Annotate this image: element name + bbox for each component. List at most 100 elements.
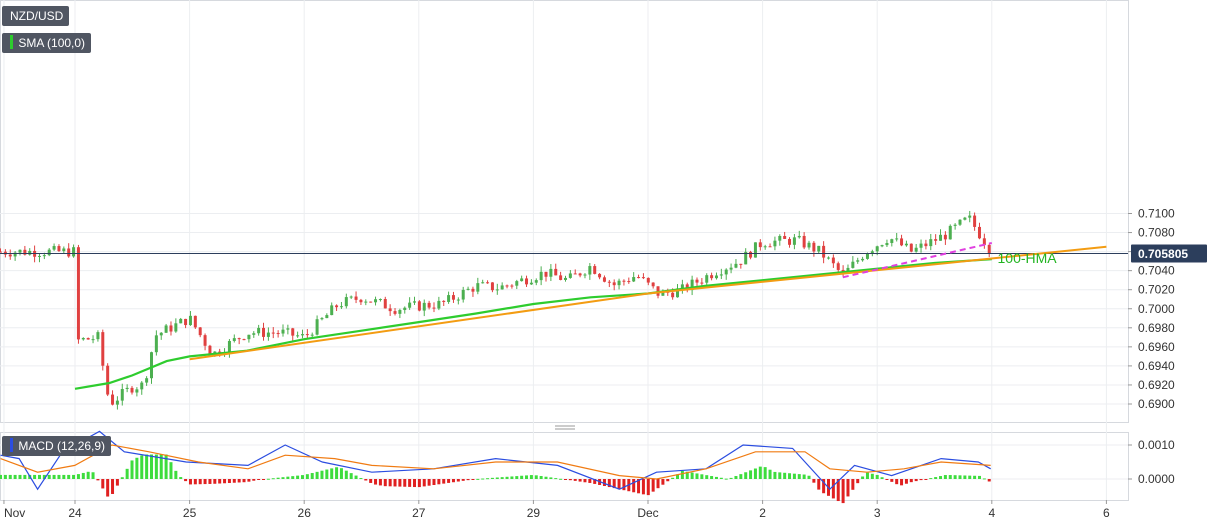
candle-up: [914, 247, 918, 252]
macd-hist-bar-down: [895, 479, 899, 485]
candle-down: [184, 318, 188, 326]
candle-down: [671, 292, 675, 298]
macd-hist-bar-down: [432, 479, 436, 485]
candle-up: [690, 279, 694, 291]
macd-hist-bar-down: [442, 479, 446, 484]
macd-hist-bar-up: [135, 457, 139, 479]
macd-hist-bar-up: [354, 475, 358, 479]
macd-hist-bar-up: [861, 476, 865, 479]
macd-hist-bar-up: [973, 475, 977, 479]
macd-legend[interactable]: MACD (12,26,9): [2, 436, 112, 456]
macd-hist-bar-down: [203, 479, 207, 485]
macd-hist-bar-down: [617, 479, 621, 490]
candle-down: [111, 394, 115, 405]
macd-hist-bar-up: [500, 477, 504, 479]
macd-hist-bar-up: [481, 478, 485, 480]
candle-up: [539, 271, 543, 281]
macd-hist-bar-down: [398, 479, 402, 487]
candle-down: [656, 286, 660, 296]
sma-legend[interactable]: SMA (100,0): [2, 33, 92, 53]
candle-up: [179, 318, 183, 324]
candle-down: [305, 334, 309, 336]
price-tick-label: 0.6920: [1138, 378, 1175, 392]
candle-down: [505, 285, 509, 287]
macd-hist-bar-up: [676, 474, 680, 479]
candle-up: [456, 299, 460, 301]
macd-hist-bar-down: [403, 479, 407, 487]
candle-up: [266, 332, 270, 337]
candle-up: [890, 239, 894, 244]
macd-hist-bar-down: [413, 479, 417, 488]
candle-up: [529, 282, 533, 285]
time-tick-label: Dec: [637, 506, 658, 520]
time-tick-label: 27: [412, 506, 426, 520]
candle-up: [476, 283, 480, 292]
candle-up: [885, 243, 889, 246]
candle-up: [247, 334, 251, 340]
candle-up: [632, 277, 636, 282]
candle-up: [232, 338, 236, 341]
macd-hist-bar-up: [534, 475, 538, 479]
macd-hist-bar-up: [880, 477, 884, 479]
macd-hist-bar-up: [495, 477, 499, 479]
candle-up: [856, 260, 860, 262]
macd-hist-bar-up: [330, 468, 334, 479]
price-tick-label: 0.7040: [1138, 264, 1175, 278]
candle-up: [466, 288, 470, 290]
candle-down: [783, 235, 787, 239]
candle-down: [432, 307, 436, 309]
macd-hist-bar-down: [393, 479, 397, 487]
macd-hist-bar-down: [646, 479, 650, 496]
candle-up: [115, 400, 119, 405]
macd-pane: [0, 430, 991, 504]
macd-hist-bar-up: [719, 477, 723, 479]
candle-up: [763, 246, 767, 248]
axes: 0.71000.70800.70600.70400.70200.70000.69…: [3, 207, 1207, 520]
candle-up: [52, 246, 56, 250]
time-tick-label: Nov: [4, 506, 25, 520]
candle-down: [383, 299, 387, 309]
macd-hist-bar-up: [310, 473, 314, 479]
macd-hist-bar-down: [637, 479, 641, 494]
candle-up: [680, 284, 684, 289]
macd-hist-bar-up: [81, 472, 85, 479]
macd-hist-bar-up: [729, 477, 733, 479]
candle-up: [320, 318, 324, 320]
macd-hist-bar-down: [369, 479, 373, 483]
macd-hist-bar-down: [846, 479, 850, 497]
candle-up: [724, 269, 728, 275]
candle-down: [695, 279, 699, 283]
candle-up: [447, 295, 451, 302]
macd-hist-bar-down: [193, 479, 197, 485]
candle-up: [125, 387, 129, 390]
candle-up: [583, 274, 587, 276]
macd-hist-bar-down: [208, 479, 212, 484]
candle-up: [661, 291, 665, 296]
candle-down: [646, 277, 650, 283]
candle-up: [257, 327, 261, 334]
macd-hist-bar-up: [724, 478, 728, 480]
candle-up: [398, 310, 402, 314]
macd-hist-bar-down: [578, 479, 582, 482]
macd-hist-bar-up: [305, 474, 309, 479]
price-tick-label: 0.6960: [1138, 340, 1175, 354]
macd-hist-bar-up: [953, 475, 957, 479]
macd-hist-bar-up: [695, 473, 699, 479]
symbol-label[interactable]: NZD/USD: [2, 6, 70, 26]
macd-tick-label: 0.0010: [1138, 438, 1175, 452]
candle-down: [977, 226, 981, 239]
macd-hist-bar-down: [262, 479, 266, 480]
macd-hist-bar-down: [461, 479, 465, 481]
macd-hist-bar-up: [520, 475, 524, 479]
time-tick-label: 4: [988, 506, 995, 520]
macd-hist-bar-down: [247, 479, 251, 482]
macd-hist-bar-up: [57, 474, 61, 479]
price-tick-label: 0.6900: [1138, 397, 1175, 411]
macd-hist-bar-down: [437, 479, 441, 485]
macd-hist-bar-down: [666, 479, 670, 482]
candle-up: [96, 332, 100, 340]
macd-pane-border: [0, 432, 1129, 501]
candle-up: [149, 352, 153, 379]
macd-hist-bar-up: [559, 478, 563, 480]
macd-hist-bar-down: [101, 479, 105, 489]
